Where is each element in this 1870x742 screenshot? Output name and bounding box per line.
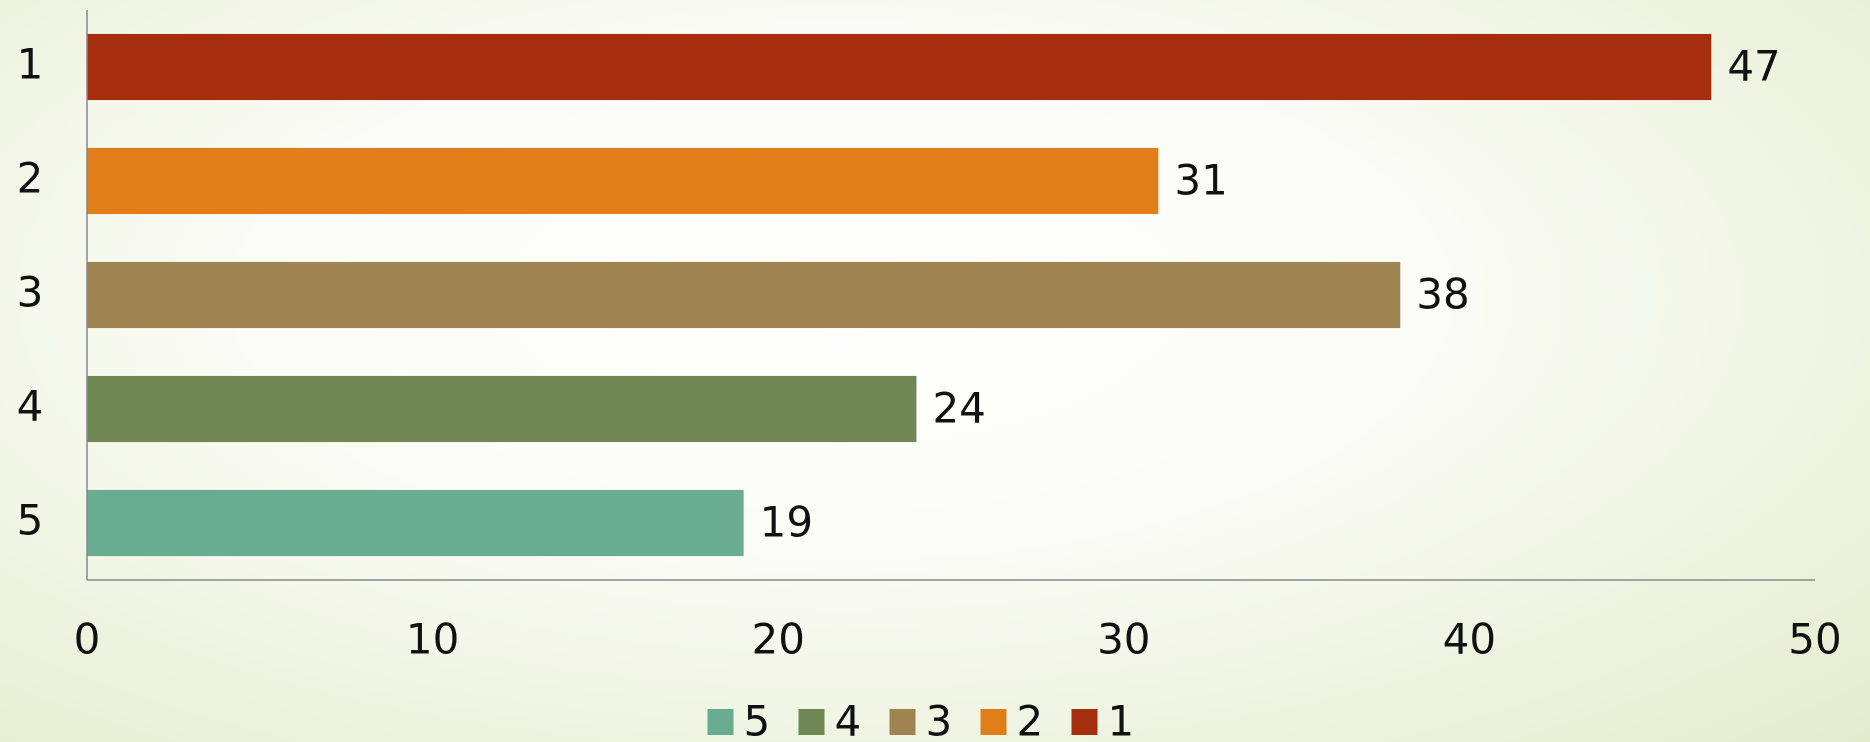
x-tick-label: 0 [74, 615, 101, 664]
legend-label: 2 [1017, 697, 1044, 742]
y-tick-label: 5 [17, 496, 44, 545]
legend-swatch [1071, 709, 1098, 735]
legend-swatch [707, 709, 734, 735]
x-tick-label: 50 [1788, 615, 1841, 664]
y-tick-label: 3 [17, 268, 44, 317]
data-label: 47 [1727, 42, 1780, 91]
data-label: 31 [1174, 156, 1227, 205]
y-tick-label: 4 [17, 382, 44, 431]
bar [87, 489, 744, 557]
bar [87, 261, 1401, 329]
bar [87, 33, 1712, 101]
data-label: 24 [932, 384, 985, 433]
x-tick-label: 20 [751, 615, 804, 664]
bar [87, 147, 1159, 215]
legend-swatch [798, 709, 825, 735]
data-label: 38 [1416, 270, 1469, 319]
legend-swatch [980, 709, 1007, 735]
legend-label: 5 [744, 697, 771, 742]
x-tick-label: 40 [1443, 615, 1496, 664]
y-tick-label: 2 [17, 154, 44, 203]
bar [87, 375, 917, 443]
legend-label: 1 [1108, 697, 1135, 742]
x-tick-label: 30 [1097, 615, 1150, 664]
legend-label: 3 [926, 697, 953, 742]
x-tick-label: 10 [406, 615, 459, 664]
legend-swatch [889, 709, 916, 735]
y-tick-label: 1 [17, 40, 44, 89]
legend-label: 4 [835, 697, 862, 742]
data-label: 19 [760, 498, 813, 547]
